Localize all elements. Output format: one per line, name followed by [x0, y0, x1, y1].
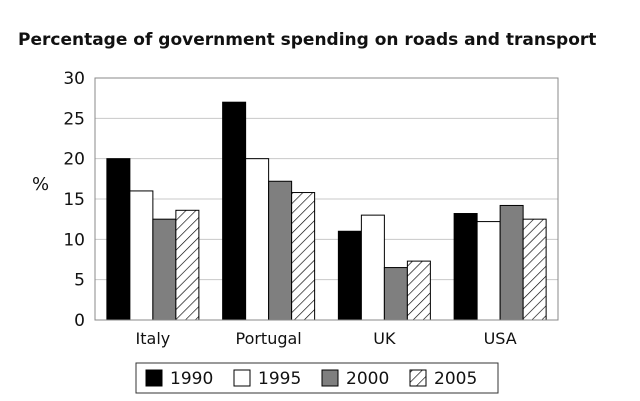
y-tick-label: 0 [74, 311, 85, 331]
y-tick-label: 30 [63, 69, 85, 89]
chart-title: Percentage of government spending on roa… [18, 30, 596, 50]
bar-uk-1995 [360, 214, 385, 321]
bar-usa-2000 [499, 204, 524, 321]
legend-label-1990: 1990 [170, 369, 213, 389]
bar-uk-2000 [383, 267, 408, 321]
legend: 1990 1995 2000 2005 [135, 362, 499, 394]
bar-usa-1995 [476, 221, 501, 321]
bar-italy-2005 [175, 209, 200, 321]
bar-usa-2005 [522, 218, 547, 321]
bar-portugal-2005 [291, 192, 316, 321]
x-category-label: USA [484, 329, 517, 348]
plot-frame [94, 77, 559, 321]
bar-uk-2005 [406, 260, 431, 321]
legend-label-1995: 1995 [258, 369, 301, 389]
bar-italy-1990 [106, 158, 131, 321]
x-category-label: Italy [136, 329, 171, 348]
legend-box [135, 362, 499, 394]
legend-swatch-2005 [409, 369, 427, 387]
legend-label-2000: 2000 [346, 369, 389, 389]
bar-italy-2000 [152, 218, 177, 321]
legend-swatch-2000 [321, 369, 339, 387]
legend-swatch-1990 [145, 369, 163, 387]
y-axis-ticks: 0 5 10 15 20 25 30 [63, 69, 85, 331]
bar-italy-1995 [129, 190, 154, 321]
bar-uk-1990 [337, 230, 362, 321]
y-tick-label: 20 [63, 150, 85, 170]
y-axis-label: % [32, 174, 49, 195]
y-tick-label: 10 [63, 230, 85, 250]
bar-portugal-1990 [222, 101, 247, 321]
x-category-label: Portugal [235, 329, 301, 348]
bar-usa-1990 [453, 213, 478, 321]
y-tick-label: 5 [74, 271, 85, 291]
legend-swatch-1995 [233, 369, 251, 387]
x-axis-categories: Italy Portugal UK USA [136, 329, 517, 348]
legend-label-2005: 2005 [434, 369, 477, 389]
x-category-label: UK [373, 329, 396, 348]
bar-portugal-1995 [245, 158, 270, 321]
bars [106, 101, 547, 321]
y-tick-label: 15 [63, 190, 85, 210]
bar-portugal-2000 [268, 180, 293, 321]
y-tick-label: 25 [63, 109, 85, 129]
